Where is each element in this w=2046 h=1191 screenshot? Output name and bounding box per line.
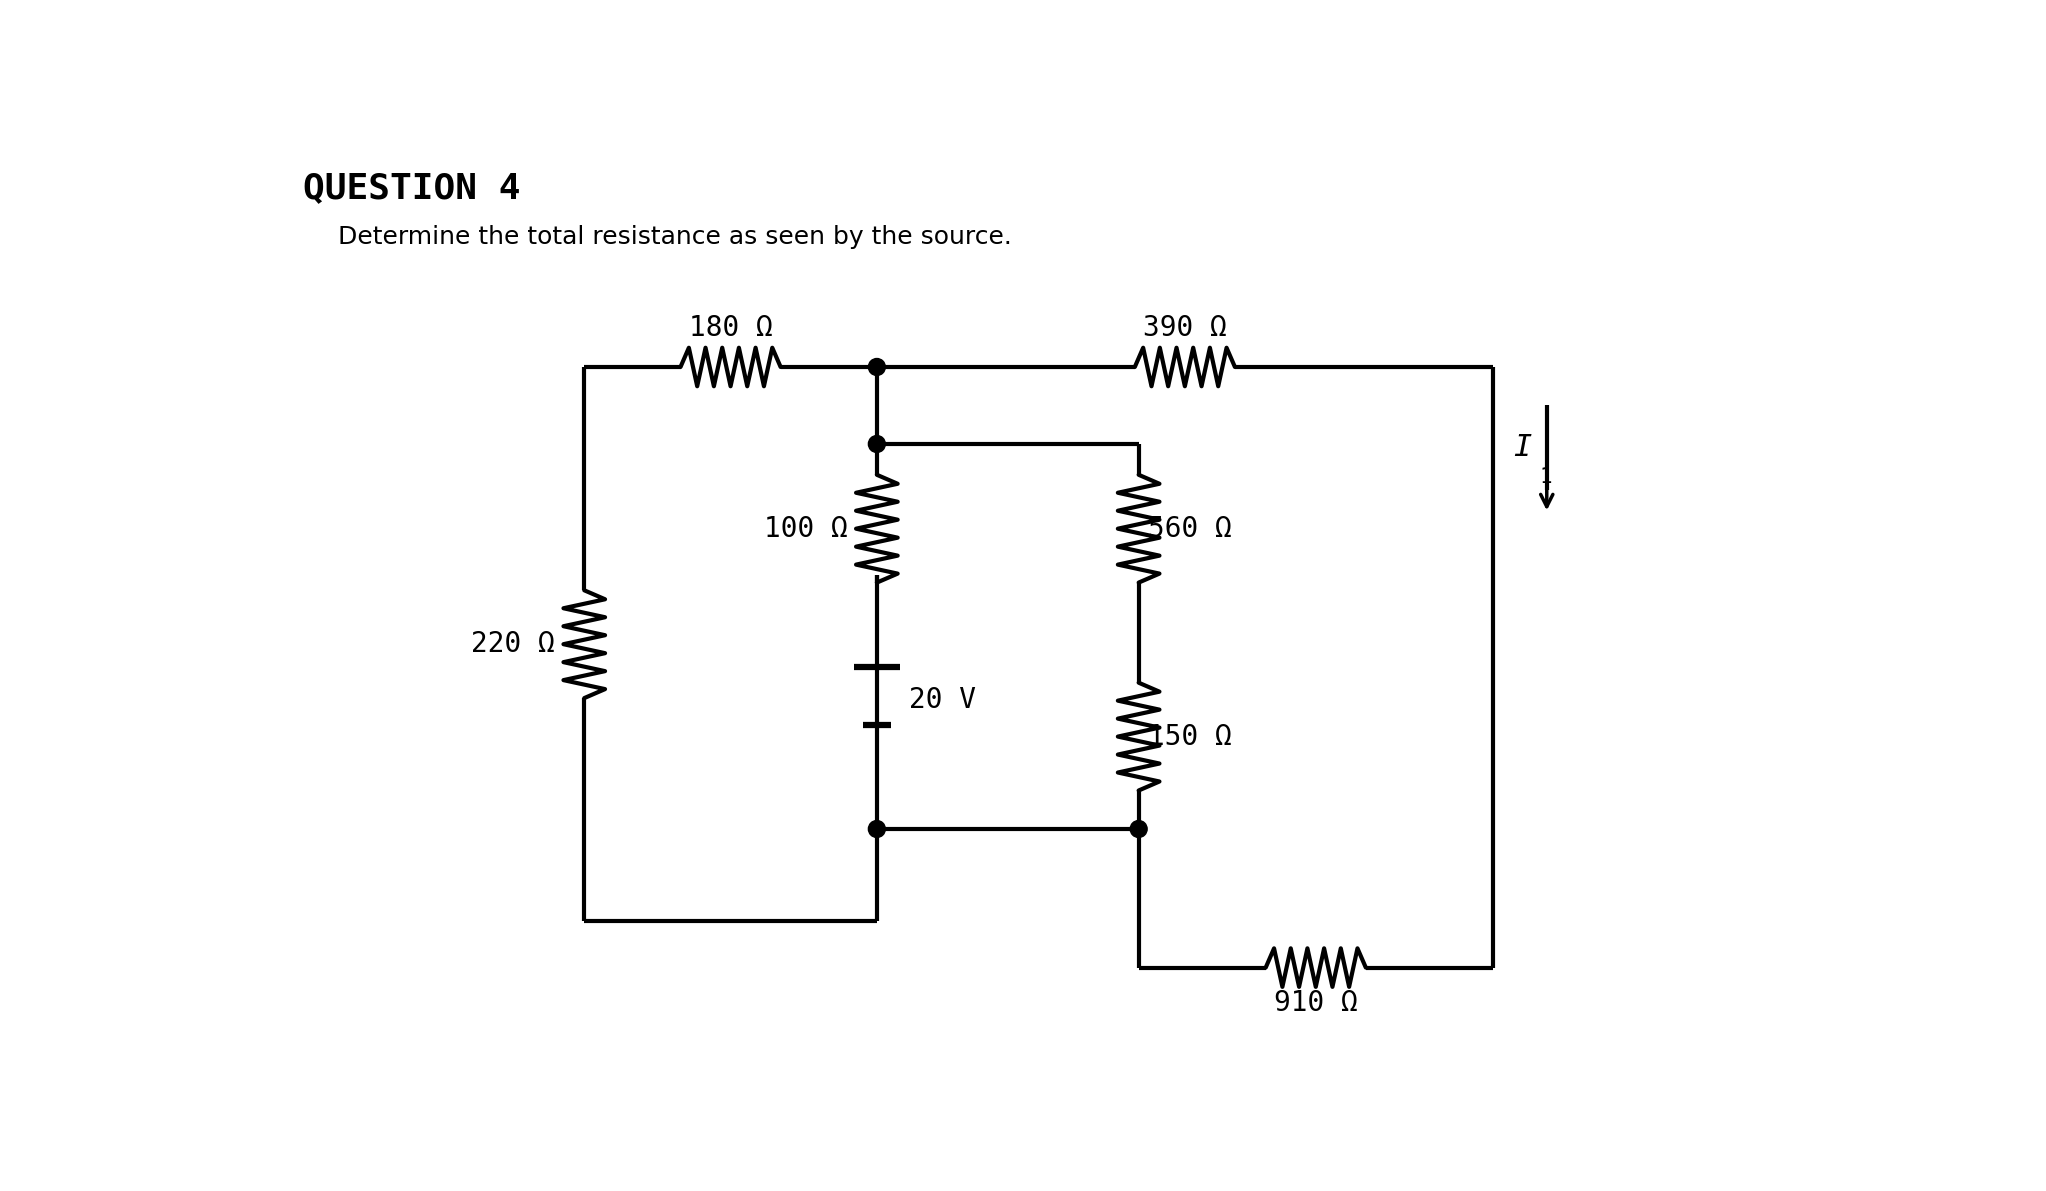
Text: 910 Ω: 910 Ω <box>1275 990 1359 1017</box>
Text: 1: 1 <box>1539 467 1551 487</box>
Text: 390 Ω: 390 Ω <box>1144 314 1228 342</box>
Text: 150 Ω: 150 Ω <box>1148 723 1232 750</box>
Text: 20 V: 20 V <box>908 686 976 715</box>
Text: 560 Ω: 560 Ω <box>1148 515 1232 543</box>
Text: QUESTION 4: QUESTION 4 <box>303 170 522 205</box>
Circle shape <box>868 358 886 375</box>
Text: Determine the total resistance as seen by the source.: Determine the total resistance as seen b… <box>338 225 1011 249</box>
Circle shape <box>868 821 886 837</box>
Circle shape <box>868 436 886 453</box>
Text: 180 Ω: 180 Ω <box>690 314 773 342</box>
Text: I: I <box>1512 434 1530 462</box>
Circle shape <box>1129 821 1148 837</box>
Text: 100 Ω: 100 Ω <box>763 515 847 543</box>
Text: 220 Ω: 220 Ω <box>471 630 554 659</box>
